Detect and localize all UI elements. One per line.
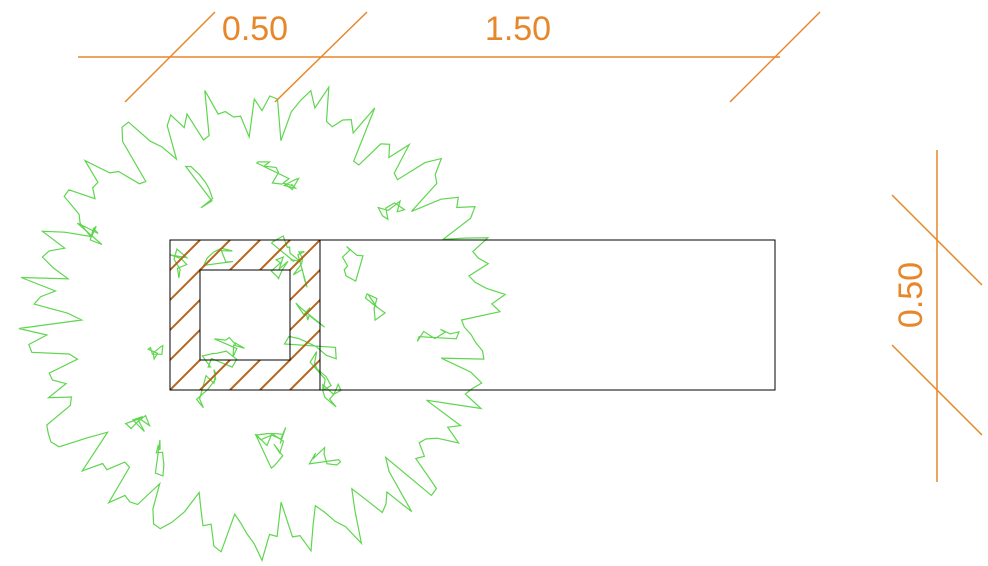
hatch-line — [170, 240, 171, 390]
column — [199, 269, 291, 361]
tree-detail — [201, 350, 238, 368]
tree-detail — [364, 293, 387, 322]
tree-detail — [282, 177, 300, 191]
hatching — [170, 240, 500, 390]
dimension-tick — [891, 194, 983, 286]
tree-detail — [309, 351, 332, 390]
dimension-label: 0.50 — [892, 262, 930, 328]
hatch-line — [170, 240, 231, 390]
tree-detail — [283, 335, 337, 360]
dimension-tick — [891, 344, 983, 436]
tree-detail — [154, 440, 165, 477]
tree-detail — [195, 369, 217, 409]
hatch-line — [170, 240, 201, 390]
tree-detail — [255, 161, 291, 185]
dimension-horizontal: 0.50 1.50 — [78, 10, 821, 103]
hatch-line — [170, 240, 291, 390]
tree-detail — [292, 251, 308, 288]
tree-detail — [295, 302, 326, 328]
beam-outline — [169, 239, 776, 391]
dimension-tick — [729, 11, 821, 103]
tree-outline — [18, 84, 507, 563]
tree-detail — [169, 248, 189, 279]
tree-detail — [270, 255, 289, 280]
hatch-line — [259, 240, 320, 390]
tree-detail — [322, 382, 342, 408]
hatch-line — [289, 240, 320, 390]
tree-detail — [341, 245, 364, 282]
hatch-line — [319, 240, 320, 390]
tree-detail — [377, 199, 406, 221]
tree-detail — [254, 427, 287, 444]
hatch-line — [229, 240, 320, 390]
tree-detail — [214, 336, 245, 358]
hatch-line — [170, 240, 261, 390]
tree-detail — [270, 235, 303, 263]
dimension-label: 0.50 — [222, 10, 288, 48]
hatch-line — [350, 240, 500, 390]
dimension-tick — [274, 11, 368, 103]
tree-symbol — [18, 84, 507, 563]
dimension-vertical: 0.50 — [891, 150, 983, 482]
tree-detail — [416, 328, 460, 342]
dimension-label: 1.50 — [485, 10, 551, 48]
tree-detail — [124, 414, 151, 432]
tree-detail — [184, 165, 214, 209]
tree-detail — [308, 446, 342, 466]
tree-detail — [76, 222, 103, 246]
tree-detail — [146, 344, 164, 361]
hatch-line — [170, 240, 320, 390]
dimension-tick — [124, 11, 216, 103]
